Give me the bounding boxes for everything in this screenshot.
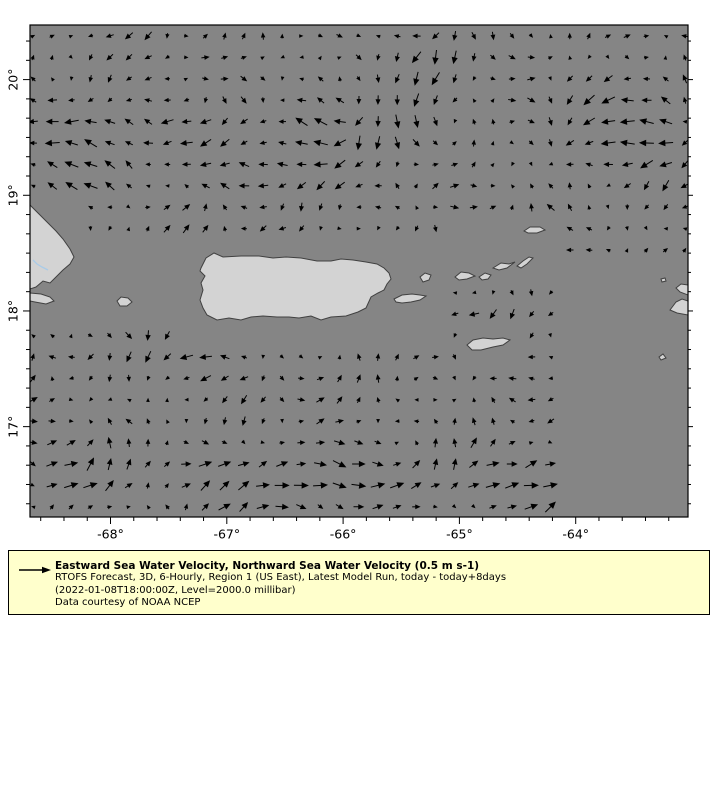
land-masses	[30, 204, 688, 361]
land-puerto-rico	[199, 252, 392, 321]
x-tick-label: -66°	[330, 527, 357, 542]
x-tick-label: -68°	[97, 527, 124, 542]
y-tick-label: 18°	[6, 300, 21, 322]
land-anegada	[523, 226, 547, 234]
x-tick-label: -65°	[446, 527, 473, 542]
land-culebra	[419, 272, 432, 283]
land-anguilla-edge	[675, 283, 688, 296]
sea-water-velocity-map: -68° -67° -66° -65° -64° 20° 19° 18° 17°	[6, 24, 693, 542]
land-hispaniola-east-coast	[30, 204, 75, 290]
land-st-martin-edge	[669, 298, 688, 316]
land-virgin-gorda	[516, 256, 534, 269]
quiver-plot: -68° -67° -66° -65° -64° 20° 19° 18° 17°	[6, 24, 693, 542]
axis-ticks	[23, 40, 693, 524]
river-line	[32, 259, 49, 271]
land-tortola	[491, 261, 516, 271]
land-saona-peninsula	[30, 292, 55, 305]
y-tick-label: 19°	[6, 184, 21, 206]
legend-text: Eastward Sea Water Velocity, Northward S…	[55, 551, 709, 609]
current-vectors	[30, 31, 688, 513]
y-tick-label: 20°	[6, 69, 21, 91]
legend-time-level: (2022-01-08T18:00:00Z, Level=2000.0 mill…	[55, 584, 296, 596]
legend-title: Eastward Sea Water Velocity, Northward S…	[55, 560, 480, 572]
y-tick-label: 17°	[6, 416, 21, 438]
legend-credit: Data courtesy of NOAA NCEP	[55, 596, 201, 608]
land-small-islet	[660, 277, 667, 283]
land-st-john	[478, 272, 492, 281]
map-frame	[29, 24, 689, 518]
legend-box: Eastward Sea Water Velocity, Northward S…	[8, 550, 710, 615]
land-vieques	[393, 293, 428, 304]
x-tick-label: -67°	[213, 527, 240, 542]
x-tick-label: -64°	[562, 527, 589, 542]
legend-model-run: RTOFS Forecast, 3D, 6-Hourly, Region 1 (…	[55, 572, 507, 584]
reference-vector-arrow-icon	[19, 566, 51, 574]
land-saba	[658, 353, 667, 361]
land-mona-island	[116, 296, 133, 307]
land-st-croix	[466, 337, 512, 351]
land-st-thomas	[454, 271, 477, 281]
